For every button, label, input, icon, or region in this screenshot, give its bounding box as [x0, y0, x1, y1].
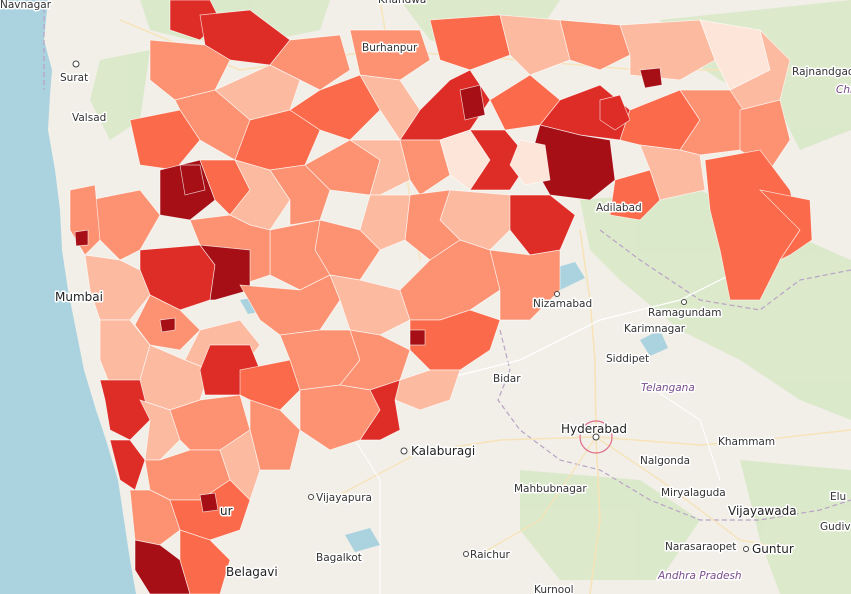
- city-label-belagavi: Belagavi: [226, 565, 278, 579]
- city-label-rajnandgaon: Rajnandgaon: [792, 66, 851, 78]
- city-label-guntur: Guntur: [752, 542, 794, 556]
- district-region[interactable]: [599, 94, 631, 131]
- district-region[interactable]: [559, 19, 631, 71]
- district-region[interactable]: [109, 439, 146, 491]
- city-label-hyderabad: Hyderabad: [561, 422, 627, 436]
- city-label-nalgonda: Nalgonda: [640, 455, 690, 467]
- district-region[interactable]: [179, 164, 206, 196]
- district-region[interactable]: [84, 254, 151, 321]
- state-borders: [43, 0, 851, 521]
- district-region[interactable]: [219, 429, 261, 501]
- district-region[interactable]: [199, 244, 251, 301]
- city-label-siddipet: Siddipet: [606, 353, 649, 365]
- city-label-gudiv: Gudiv: [820, 521, 851, 533]
- city-label-valsad: Valsad: [72, 112, 106, 124]
- district-region[interactable]: [509, 139, 551, 186]
- district-region[interactable]: [359, 379, 401, 441]
- district-region[interactable]: [74, 229, 89, 247]
- city-dot-icon: [463, 551, 469, 557]
- district-region[interactable]: [459, 84, 486, 121]
- state-labels: Telangana Andhra Pradesh Chi: [640, 83, 851, 584]
- city-label-nizamabad: Nizamabad: [533, 298, 592, 310]
- district-region[interactable]: [399, 139, 451, 196]
- city-label-khammam: Khammam: [718, 436, 775, 448]
- district-region[interactable]: [704, 149, 801, 301]
- district-region[interactable]: [499, 14, 571, 76]
- state-label-chi: Chi: [836, 84, 851, 96]
- city-dot-icon: [743, 546, 749, 552]
- city-label-elu: Elu: [830, 491, 846, 503]
- district-region[interactable]: [179, 529, 231, 594]
- district-region[interactable]: [199, 492, 219, 513]
- district-region[interactable]: [409, 329, 426, 346]
- city-label-karimnagar: Karimnagar: [624, 323, 686, 335]
- city-label-bidar: Bidar: [493, 373, 521, 385]
- city-label-kurnool: Kurnool: [534, 584, 574, 594]
- city-dot-icon: [72, 60, 80, 68]
- city-label-kalaburagi: Kalaburagi: [411, 444, 475, 458]
- city-label-narasaraopet: Narasaraopet: [665, 541, 736, 553]
- city-label-vijayawada: Vijayawada: [728, 504, 797, 518]
- district-region[interactable]: [329, 274, 411, 336]
- city-label-ramagundam: Ramagundam: [648, 307, 721, 319]
- district-region[interactable]: [134, 539, 191, 594]
- city-label-burhanpur: Burhanpur: [362, 42, 418, 54]
- city-label-khandwa: Khandwa: [378, 0, 426, 6]
- district-region[interactable]: [159, 317, 176, 333]
- state-label-telangana: Telangana: [641, 382, 695, 394]
- city-label-raichur: Raichur: [470, 549, 510, 561]
- district-region[interactable]: [758, 189, 813, 261]
- district-region[interactable]: [129, 109, 201, 171]
- district-region[interactable]: [239, 274, 341, 336]
- city-label-mumbai: Mumbai: [55, 290, 103, 304]
- city-dot-icon: [681, 299, 687, 305]
- city-label-mahbubnagar: Mahbubnagar: [514, 483, 587, 495]
- district-region[interactable]: [349, 29, 431, 81]
- city-dot-icon: [592, 433, 600, 441]
- city-dot-icon: [554, 291, 560, 297]
- city-label-bagalkot: Bagalkot: [316, 552, 362, 564]
- district-region[interactable]: [409, 309, 501, 371]
- district-region[interactable]: [469, 129, 531, 191]
- district-region[interactable]: [429, 14, 511, 71]
- district-region[interactable]: [489, 249, 561, 321]
- district-region[interactable]: [639, 67, 663, 89]
- district-region[interactable]: [609, 169, 661, 221]
- city-label-vijayapura: Vijayapura: [316, 492, 372, 504]
- district-region[interactable]: [359, 194, 411, 251]
- city-label-surat: Surat: [60, 72, 88, 84]
- state-label-andhra-pradesh: Andhra Pradesh: [657, 570, 742, 582]
- district-region[interactable]: [639, 144, 706, 201]
- sea: [0, 0, 136, 594]
- city-dot-icon: [400, 447, 408, 455]
- district-region[interactable]: [679, 89, 751, 156]
- gulf: [0, 0, 40, 60]
- city-dot-icon: [308, 494, 314, 500]
- city-label-miryalaguda: Miryalaguda: [661, 487, 726, 499]
- city-label-ur: ur: [220, 504, 233, 518]
- city-label-adilabad: Adilabad: [596, 202, 642, 214]
- city-label-navnagar: Navnagar: [0, 0, 52, 11]
